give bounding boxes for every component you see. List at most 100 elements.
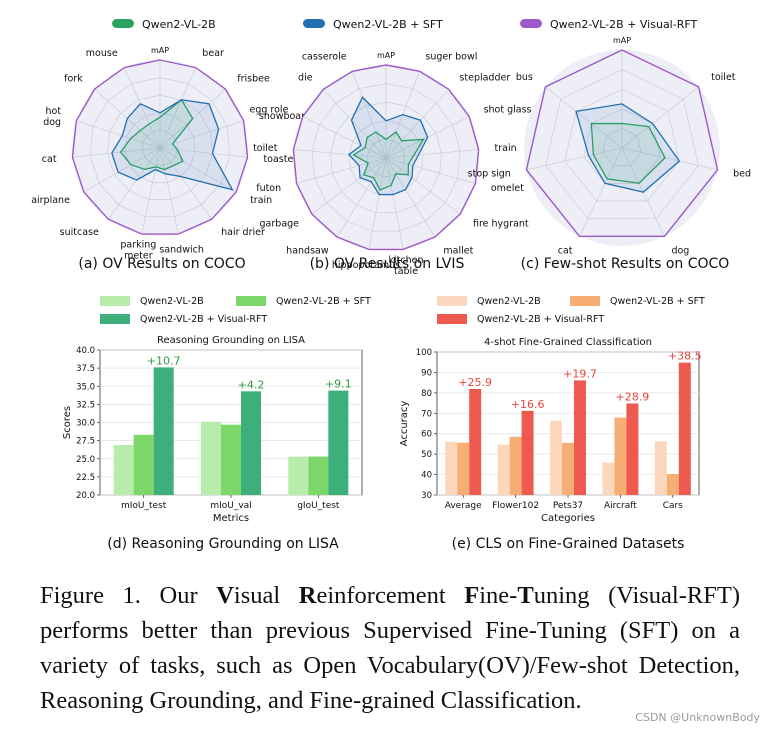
bar [221,424,241,495]
radar-spoke [159,147,237,193]
radar-panel-c: mAP toilet bed dog cat stop sign bus Qwen2-VL-2… [468,18,751,272]
radar-spoke [141,147,161,235]
bar [550,420,562,495]
radar-axis-label-line: bear [202,48,224,59]
radar-axis-label: kitchen table [389,255,424,277]
radar-grid-ring [367,139,405,177]
radar-axis-label: garbage [260,219,300,230]
radar-axis-label: bed [733,168,751,179]
radar-grid-ring [124,112,196,183]
radar-spoke [72,147,161,158]
caption-bold-f: F [464,582,480,609]
radar-axis-label-line: omelet [491,183,524,194]
bar [469,388,482,495]
radar-axis-label-line: handsaw [286,246,329,257]
radar-axis-label: die [298,72,313,83]
bar [497,444,510,495]
radar-axis-label-line: hot [46,106,62,117]
radar-axis-label: fire hygrant [473,219,529,230]
gain-annotation: +19.7 [563,367,597,380]
radar-axis-label-line: cat [42,154,57,165]
radar-axis-label-line: stop sign [468,168,511,179]
bar [602,462,615,495]
radar-spoke [108,147,161,220]
bar [201,421,221,495]
bar [614,417,627,495]
panel-caption: (c) Few-shot Results on COCO [521,256,730,272]
radar-axis-label: parking meter [120,240,156,262]
radar-axis-label-line: garbage [260,219,300,230]
x-tick-label: mIoU_test [121,501,167,511]
x-tick-label: Pets37 [553,501,583,511]
radar-axis-label: suger bowl [425,51,477,62]
radar-panel-a: mAP bear frisbee snowboard toaster train hair … [31,18,311,272]
gain-annotation: +10.7 [147,354,181,367]
radar-axis-label-line: fire hygrant [473,219,529,230]
figure-caption: Figure 1. Our Visual Reinforcement Fine-… [40,578,740,718]
radar-axis-label: dog [671,246,689,257]
radar-axis-label: omelet [491,183,524,194]
x-tick-label: Flower102 [492,501,539,511]
gain-annotation: +28.9 [616,390,650,403]
radar-spoke [76,120,161,149]
legend-swatch [303,19,325,28]
x-tick-label: Average [445,501,482,511]
caption-bold-v: V [216,582,234,609]
y-tick-label: 35.0 [76,382,95,392]
radar-axis-label-line: mAP [151,46,169,55]
y-tick-label: 22.5 [76,473,95,483]
radar-spoke [336,157,387,238]
radar-axis-label: toilet [711,72,736,83]
y-tick-label: 40.0 [76,346,95,356]
radar-axis-label: cat [42,154,57,165]
radar-axis-label-line: egg role [250,104,289,115]
radar-spoke [296,157,387,184]
bar [678,362,691,495]
radar-spoke [83,147,161,193]
caption-bold-r: R [298,582,317,609]
radar-axis-label-line: casserole [302,51,347,62]
radar-axis-label-line: bus [516,72,533,83]
bar [574,380,586,495]
radar-axis-label-line: meter [124,251,153,262]
y-tick-label: 32.5 [76,400,95,410]
y-tick-label: 25.0 [76,455,95,465]
legend-label: Qwen2-VL-2B [140,296,204,307]
radar-axis-label-line: shot glass [484,104,532,115]
radar-spoke [311,157,387,215]
legend-swatch [437,314,467,324]
radar-spoke [123,67,161,149]
radar-axis-label: mallet [443,246,473,257]
legend-label: Qwen2-VL-2B + SFT [333,18,443,31]
bar [153,367,174,495]
radar-series-sft [575,103,681,193]
y-tick-label: 30 [421,491,432,501]
radar-axis-label-line: die [298,72,313,83]
radar-axis-label: mAP [613,36,631,45]
bar [241,391,261,495]
radar-axis-label: mAP [377,51,395,60]
radar-spoke [159,67,197,149]
radar-axis-label: cat [558,246,573,257]
radar-axis-label: stepladder [459,72,510,83]
bar [288,456,309,495]
y-tick-label: 60 [421,430,432,440]
radar-axis-label-line: hair drier [221,227,265,238]
radar-grid-ring [564,88,680,202]
radar-spoke [352,71,387,159]
radar-axis-label-line: table [394,266,418,277]
panel-caption: (d) Reasoning Grounding on LISA [107,536,339,552]
legend-label: Qwen2-VL-2B + SFT [610,296,705,307]
bar-chart-fine-grained: 30 40 50 60 70 80 90 100 4-shot Fine-Grained Cla… [399,296,705,552]
radar-axis-label: suitcase [60,227,99,238]
radar-spoke [385,89,449,159]
caption-seg-2: ine- [479,582,518,609]
legend-swatch [100,296,130,306]
radar-axis-label: bus [516,72,533,83]
bar [509,436,522,495]
gain-annotation: +9.1 [325,378,352,391]
radar-series-base [352,131,425,191]
chart-title: Reasoning Grounding on LISA [157,335,305,346]
bar-chart-lisa: 20.0 22.5 25.0 27.5 30.0 32.5 35.0 37.5 40.0 Reas… [62,296,371,552]
x-tick-label: Aircraft [604,501,637,511]
